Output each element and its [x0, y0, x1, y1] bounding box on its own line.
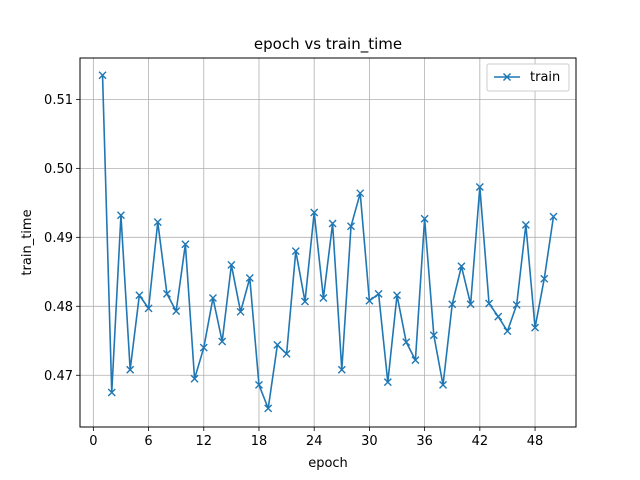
y-tick-label: 0.47 [44, 369, 73, 384]
data-point-marker [475, 182, 484, 191]
data-point-marker [116, 211, 125, 220]
data-point-marker [485, 299, 494, 308]
data-point-marker [208, 294, 217, 303]
legend: train [486, 63, 570, 92]
data-point-marker [199, 343, 208, 352]
x-tick-label: 12 [195, 434, 212, 449]
data-point-marker [181, 240, 190, 249]
data-point-marker [494, 312, 503, 321]
series-line [101, 75, 555, 410]
data-point-marker [172, 307, 181, 316]
data-point-marker [135, 291, 144, 300]
data-point-marker [227, 260, 236, 269]
data-point-marker [521, 220, 530, 229]
data-point-marker [310, 208, 319, 217]
plot-frame [79, 57, 577, 428]
data-point-marker [457, 262, 466, 271]
data-point-marker [190, 374, 199, 383]
chart-title: epoch vs train_time [254, 35, 402, 54]
data-point-marker [98, 71, 107, 80]
data-point-marker [236, 307, 245, 316]
legend-label-train: train [530, 70, 560, 85]
data-point-marker [153, 218, 162, 227]
x-tick-label: 30 [361, 434, 378, 449]
data-point-marker [126, 365, 135, 374]
data-point-marker [328, 219, 337, 228]
data-point-marker [300, 297, 309, 306]
plot-area [80, 58, 576, 427]
data-point-marker [393, 291, 402, 300]
y-tick-label: 0.51 [44, 93, 73, 108]
data-point-marker [347, 222, 356, 231]
data-point-marker [383, 378, 392, 387]
ticks: 0 6 12 18 24 30 36 42 48 0.47 0.48 0.49 0.50 0.51 [44, 93, 543, 449]
series-train [98, 71, 558, 413]
data-point-marker [291, 247, 300, 256]
x-tick-label: 0 [89, 434, 97, 449]
data-point-marker [439, 380, 448, 389]
data-point-marker [254, 380, 263, 389]
y-tick-label: 0.48 [44, 300, 73, 315]
data-point-marker [429, 331, 438, 340]
x-tick-label: 6 [144, 434, 152, 449]
data-point-marker [337, 365, 346, 374]
data-point-marker [402, 338, 411, 347]
data-point-marker [374, 289, 383, 298]
data-point-marker [531, 323, 540, 332]
data-point-marker [319, 294, 328, 303]
grid [80, 58, 576, 427]
y-tick-label: 0.49 [44, 231, 73, 246]
data-point-marker [273, 340, 282, 349]
x-tick-label: 24 [306, 434, 323, 449]
data-point-marker [466, 300, 475, 309]
data-point-marker [264, 404, 273, 413]
data-point-marker [144, 304, 153, 313]
data-point-marker [365, 296, 374, 305]
data-point-marker [218, 337, 227, 346]
data-point-marker [282, 349, 291, 358]
legend-marker-x-icon [502, 72, 512, 82]
legend-box [486, 63, 570, 92]
data-point-marker [448, 300, 457, 309]
x-tick-label: 48 [527, 434, 544, 449]
data-point-marker [420, 214, 429, 223]
data-point-marker [540, 274, 549, 283]
y-tick-label: 0.50 [44, 162, 73, 177]
data-point-marker [411, 356, 420, 365]
x-tick-label: 42 [472, 434, 489, 449]
y-axis-label: train_time [20, 209, 35, 275]
data-point-marker [245, 274, 254, 283]
data-point-marker [356, 189, 365, 198]
data-point-marker [512, 300, 521, 309]
data-point-marker [162, 289, 171, 298]
x-tick-label: 18 [251, 434, 268, 449]
x-axis-label: epoch [308, 456, 348, 471]
data-point-marker [503, 327, 512, 336]
data-point-marker [549, 212, 558, 221]
x-tick-label: 36 [416, 434, 433, 449]
data-point-marker [107, 388, 116, 397]
